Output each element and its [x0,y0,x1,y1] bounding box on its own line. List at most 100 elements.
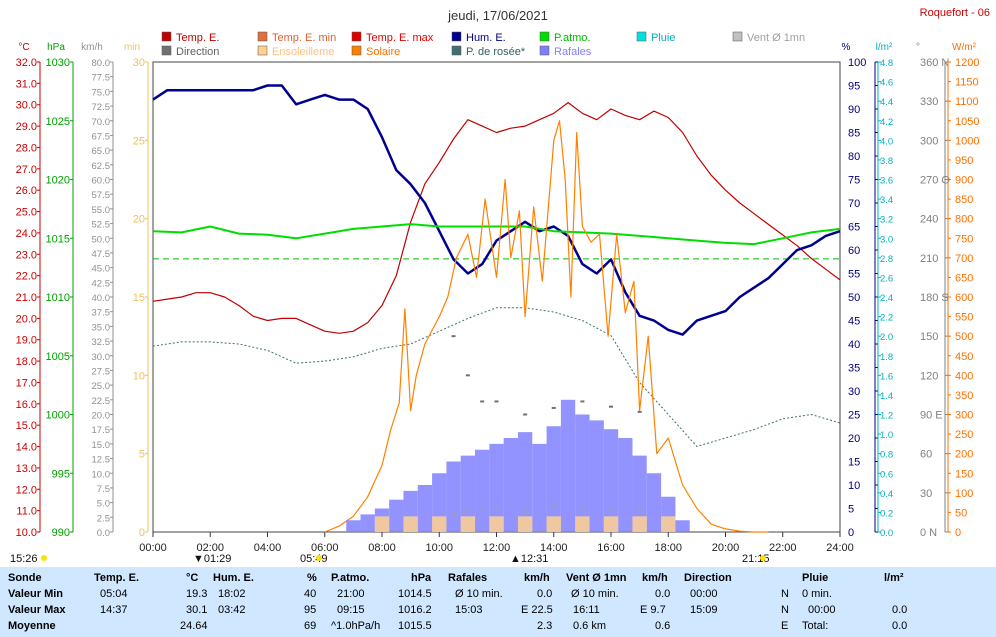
y-tick-label: 70 [848,198,860,210]
y-tick-label: 19.0 [16,335,37,347]
axis-unit-press: hPa [47,42,65,53]
y-tick-label: 120 [920,370,938,382]
y-tick-label: 20 [848,433,860,445]
sunrise-icon [316,555,322,561]
summary-cell: 2.3 [537,620,553,632]
summary-header-press: P.atmo. [331,572,370,584]
legend-label: Vent Ø 1mn [747,32,805,44]
x-tick-label: 06:00 [311,542,339,554]
y-tick-label: 0 N [920,527,937,539]
y-tick-label: 26.0 [16,185,37,197]
summary-cell: E 9.7 [640,604,666,616]
summary-cell: N [781,604,789,616]
legend-label: Rafales [554,46,592,58]
y-tick-label: 500 [955,331,973,343]
y-tick-label: 150 [920,331,938,343]
y-tick-label: 240 [920,214,938,226]
y-tick-label: 10.0 [92,469,111,480]
y-tick-label: 5 [848,504,854,516]
x-tick-label: 10:00 [425,542,453,554]
y-tick-label: 31.0 [16,78,37,90]
y-tick-label: 37.5 [92,308,111,319]
y-tick-label: 10.0 [16,527,37,539]
y-tick-label: 450 [955,351,973,363]
y-tick-label: 50.0 [92,234,111,245]
y-tick-label: 0.8 [880,450,893,461]
y-tick-label: 3.0 [880,234,893,245]
y-tick-label: 250 [955,429,973,441]
y-tick-label: 12.5 [92,455,111,466]
y-tick-label: 22.5 [92,396,111,407]
bar-rafales [589,420,604,532]
y-tick-label: 72.5 [92,102,111,113]
y-tick-label: 1200 [955,57,979,69]
y-tick-label: 0.2 [880,508,893,519]
axis-unit-hum: % [842,42,851,53]
y-tick-label: 200 [955,449,973,461]
y-tick-label: 1.8 [880,352,893,363]
y-tick-label: 1010 [46,292,70,304]
y-tick-label: 2.8 [880,254,893,265]
y-tick-label: 2.0 [880,332,893,343]
bar-rafales [446,461,461,532]
y-tick-label: 12.0 [16,484,37,496]
legend-swatch [539,31,550,42]
y-tick-label: 55 [848,269,860,281]
bar-rafales [489,443,504,532]
series-line-p-atmo [152,223,841,246]
summary-cell: 05:04 [100,588,128,600]
summary-header-temp: Temp. E. [94,572,140,584]
bar-rafales [475,449,490,532]
y-tick-label: 3.2 [880,215,893,226]
y-tick-label: 80 [848,151,860,163]
x-tick-label: 16:00 [597,542,625,554]
y-tick-label: 75.0 [92,87,111,98]
summary-cell: 15:09 [690,604,718,616]
y-tick-label: 270 O [920,175,950,187]
chart-title: jeudi, 17/06/2021 [447,8,548,23]
legend-label: Ensoleilleme [272,46,334,58]
y-tick-label: 400 [955,370,973,382]
bar-ensoleilleme [403,516,418,532]
y-tick-label: 65 [848,222,860,234]
x-tick-label: 12:00 [483,542,511,554]
summary-row-label: Valeur Max [8,604,66,616]
y-tick-label: 47.5 [92,249,111,260]
bar-rafales [503,438,518,532]
y-tick-label: 55.0 [92,205,111,216]
y-tick-label: 700 [955,253,973,265]
y-tick-label: 1000 [46,410,70,422]
y-tick-label: 45.0 [92,264,111,275]
y-tick-label: 32.0 [16,57,37,69]
y-tick-label: 52.5 [92,220,111,231]
y-tick-label: 60.0 [92,176,111,187]
y-tick-label: 22.0 [16,271,37,283]
y-tick-label: 950 [955,155,973,167]
legend-swatch [351,31,362,42]
bar-rafales [675,520,690,532]
legend-swatch [161,45,172,56]
y-tick-label: 30 [848,386,860,398]
summary-cell: 09:15 [337,604,365,616]
y-tick-label: 0 [848,527,854,539]
summary-cell: N [781,588,789,600]
point-vent-1mn [551,504,556,507]
bar-ensoleilleme [374,516,390,532]
summary-header-gust: Rafales [448,572,488,584]
point-direction [523,413,528,416]
legend-swatch [539,45,550,56]
summary-cell: 1014.5 [398,588,432,600]
legend-label: P.atmo. [554,32,591,44]
y-tick-label: 95 [848,81,860,93]
series-line-temp-e [152,101,841,334]
summary-cell: 69 [304,620,317,632]
y-tick-label: 0.4 [880,489,893,500]
y-tick-label: 45 [848,316,860,328]
y-tick-label: 10 [133,370,145,382]
summary-cell: Total: [802,620,829,632]
summary-cell: 1015.5 [398,620,432,632]
y-tick-label: 3.8 [880,156,893,167]
summary-cell: 00:00 [808,604,836,616]
y-tick-label: 60 [848,245,860,257]
summary-header-rain-unit: l/m² [884,572,904,584]
